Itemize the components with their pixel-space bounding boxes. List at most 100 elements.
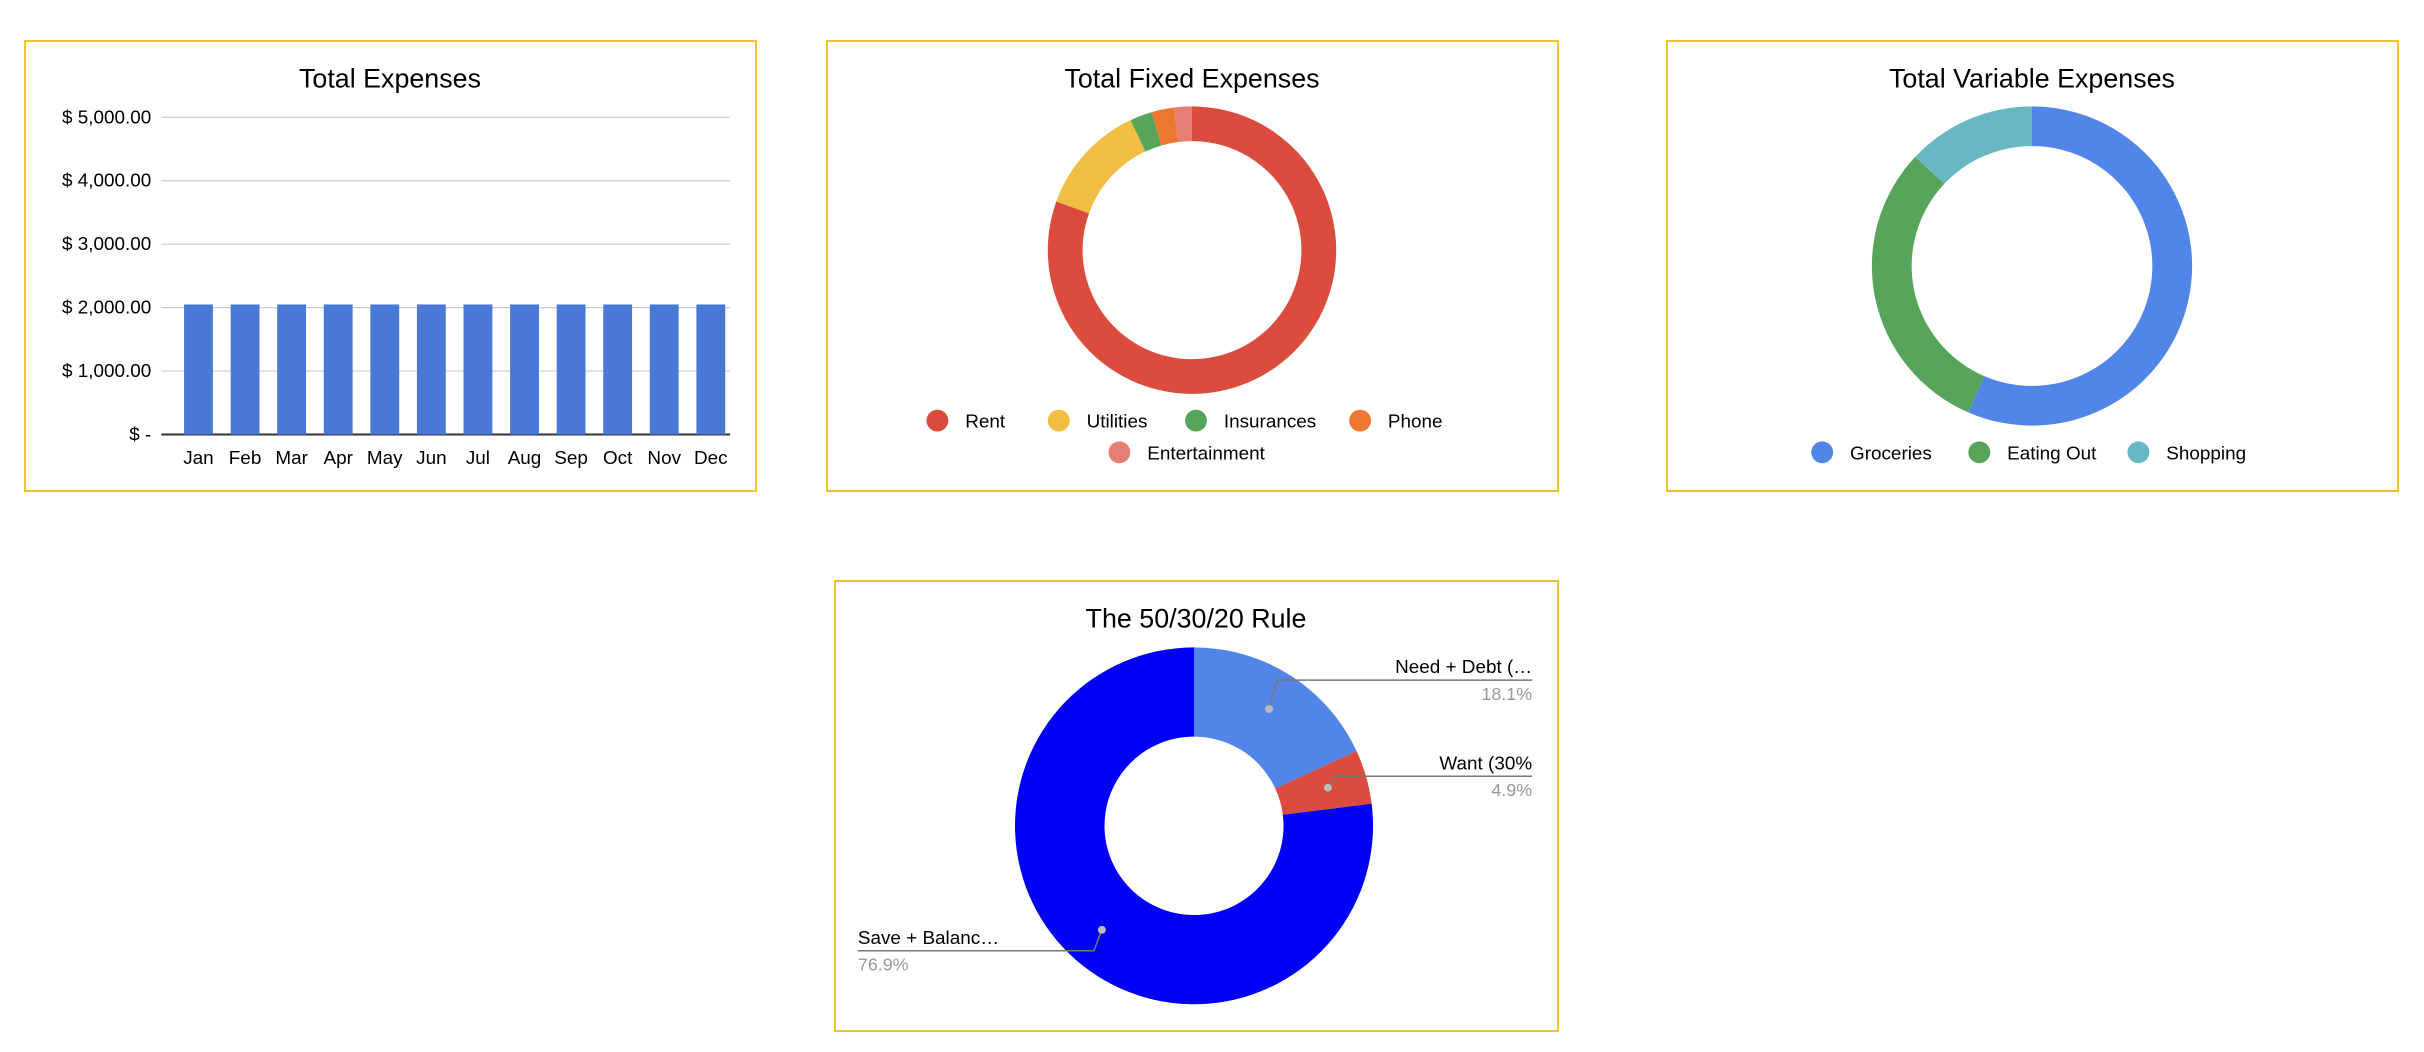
- slice-need-debt[interactable]: [1194, 647, 1357, 789]
- bar-jul[interactable]: [463, 304, 493, 435]
- callout-label: Want (30%: [1439, 752, 1532, 773]
- legend-item-phone[interactable]: Phone: [1349, 409, 1443, 432]
- legend-item-rent[interactable]: Rent: [926, 409, 1006, 432]
- bars: [184, 304, 726, 435]
- donut-slices: [1047, 106, 1337, 394]
- donut-slices: [1871, 106, 2193, 426]
- callout-label: Need + Debt (…: [1395, 656, 1532, 677]
- y-tick-labels: $ - $ 1,000.00 $ 2,000.00 $ 3,000.00 $ 4,000…: [62, 106, 151, 444]
- total-fixed-expenses-panel: Total Fixed Expenses Rent Utilities Insura…: [826, 40, 1559, 492]
- legend-label: Rent: [965, 411, 1006, 432]
- bar-sep[interactable]: [556, 304, 586, 435]
- x-tick-label: Mar: [275, 447, 308, 468]
- x-tick-label: Feb: [229, 447, 262, 468]
- legend-swatch: [1349, 409, 1372, 432]
- x-tick-label: Jan: [183, 447, 213, 468]
- slice-groceries[interactable]: [1968, 106, 2193, 426]
- donut-slices: [1015, 647, 1374, 1005]
- x-tick-label: May: [367, 447, 403, 468]
- legend-label: Phone: [1388, 411, 1443, 432]
- legend-label: Utilities: [1087, 411, 1148, 432]
- callout-percent: 4.9%: [1491, 780, 1532, 800]
- x-tick-label: Jul: [466, 447, 490, 468]
- total-variable-expenses-panel: Total Variable Expenses Groceries Eating …: [1666, 40, 2399, 492]
- bar-aug[interactable]: [510, 304, 539, 435]
- slice-eating-out[interactable]: [1871, 156, 1985, 413]
- slice-shopping[interactable]: [1915, 106, 2033, 184]
- y-tick-label: $ -: [129, 423, 151, 444]
- legend-swatch: [1811, 441, 1834, 464]
- x-tick-label: Dec: [694, 447, 728, 468]
- x-tick-label: Sep: [554, 447, 588, 468]
- fifty-thirty-twenty-panel: The 50/30/20 Rule Need + Debt (… 18.1% Wan…: [834, 580, 1559, 1032]
- callout-line: [1327, 775, 1533, 789]
- slice-entertainment[interactable]: [1173, 106, 1193, 142]
- total-variable-expenses-chart: Total Variable Expenses Groceries Eating …: [1811, 64, 2246, 463]
- legend-swatch: [1185, 409, 1207, 432]
- bar-oct[interactable]: [603, 304, 633, 435]
- x-tick-label: Aug: [508, 447, 542, 468]
- slice-want-30[interactable]: [1275, 751, 1372, 815]
- x-tick-labels: Jan Feb Mar Apr May Jun Jul Aug Sep Oct Nov Dec: [183, 447, 727, 468]
- y-tick-label: $ 1,000.00: [62, 360, 151, 381]
- x-tick-label: Jun: [416, 447, 446, 468]
- callout-dot: [1265, 704, 1274, 713]
- y-tick-label: $ 5,000.00: [62, 106, 151, 127]
- legend-item-entertainment[interactable]: Entertainment: [1108, 441, 1266, 464]
- legend-label: Shopping: [2166, 442, 2246, 463]
- y-tick-label: $ 2,000.00: [62, 297, 151, 318]
- legend[interactable]: Rent Utilities Insurances Phone Entertainmen…: [926, 409, 1443, 464]
- legend-swatch: [1108, 441, 1131, 464]
- bar-mar[interactable]: [277, 304, 307, 435]
- callout-save-balanc: Save + Balanc… 76.9%: [857, 925, 1106, 975]
- callout-need-debt: Need + Debt (… 18.1%: [1265, 656, 1532, 713]
- slice-callouts: Need + Debt (… 18.1% Want (30% 4.9% Save + B…: [858, 656, 1532, 974]
- chart-title: Total Expenses: [299, 64, 481, 94]
- y-tick-label: $ 4,000.00: [62, 170, 151, 191]
- legend-swatch: [1968, 441, 1991, 464]
- legend-swatch: [926, 409, 949, 432]
- legend-item-eating-out[interactable]: Eating Out: [1968, 441, 2097, 463]
- callout-line: [1268, 679, 1533, 710]
- legend[interactable]: Groceries Eating Out Shopping: [1811, 441, 2246, 463]
- total-expenses-panel: Total Expenses $ - $ 1,000.00 $ 2,000.00 $ …: [24, 40, 757, 492]
- callout-percent: 18.1%: [1481, 684, 1532, 704]
- x-tick-label: Apr: [323, 447, 352, 468]
- legend-item-shopping[interactable]: Shopping: [2127, 441, 2246, 463]
- legend-item-utilities[interactable]: Utilities: [1047, 409, 1148, 432]
- bar-jun[interactable]: [416, 304, 446, 435]
- slice-insurances[interactable]: [1130, 112, 1162, 152]
- legend-item-insurances[interactable]: Insurances: [1185, 409, 1316, 432]
- legend-label: Entertainment: [1147, 442, 1265, 463]
- slice-save-balanc[interactable]: [1015, 647, 1374, 1005]
- bar-nov[interactable]: [649, 304, 679, 435]
- callout-dot: [1323, 783, 1332, 792]
- legend-label: Groceries: [1850, 442, 1932, 463]
- legend-label: Insurances: [1224, 411, 1316, 432]
- chart-title: Total Variable Expenses: [1889, 64, 2175, 94]
- bar-jan[interactable]: [184, 304, 213, 435]
- total-expenses-chart: Total Expenses $ -$ 1,000.00$ 2,000.00$ …: [62, 64, 731, 468]
- x-tick-label: Nov: [647, 447, 681, 468]
- bar-feb[interactable]: [230, 304, 260, 435]
- slice-utilities[interactable]: [1056, 120, 1146, 214]
- legend-swatch: [1047, 409, 1070, 432]
- callout-line: [857, 929, 1103, 952]
- bar-apr[interactable]: [323, 304, 353, 435]
- callout-label: Save + Balanc…: [858, 927, 999, 948]
- bar-dec[interactable]: [696, 304, 726, 435]
- legend-label: Eating Out: [2007, 442, 2097, 463]
- bar-may[interactable]: [370, 304, 400, 435]
- y-tick-label: $ 3,000.00: [62, 233, 151, 254]
- fifty-thirty-twenty-chart: The 50/30/20 Rule Need + Debt (… 18.1% Wan…: [858, 604, 1532, 1005]
- x-tick-label: Oct: [603, 447, 633, 468]
- legend-item-groceries[interactable]: Groceries: [1811, 441, 1932, 463]
- chart-title: The 50/30/20 Rule: [1086, 604, 1307, 634]
- slice-phone[interactable]: [1151, 107, 1179, 146]
- legend-swatch: [2127, 441, 2150, 464]
- callout-percent: 76.9%: [858, 955, 909, 975]
- chart-title: Total Fixed Expenses: [1064, 64, 1319, 94]
- callout-dot: [1097, 925, 1106, 934]
- callout-want-30: Want (30% 4.9%: [1323, 752, 1533, 800]
- total-fixed-expenses-chart: Total Fixed Expenses Rent Utilities Insura…: [926, 64, 1443, 464]
